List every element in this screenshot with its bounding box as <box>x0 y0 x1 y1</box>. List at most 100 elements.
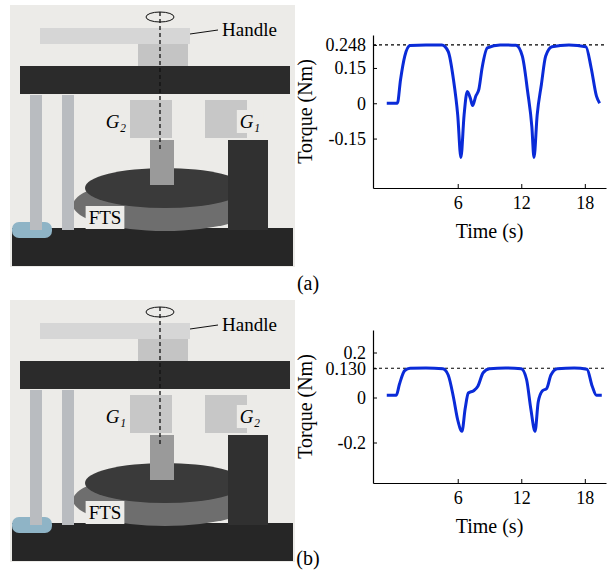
handle-arm <box>40 28 190 44</box>
y-tick-mark <box>373 68 377 69</box>
y-tick: 0.2 <box>344 343 378 363</box>
gear <box>130 395 172 433</box>
label-patch <box>219 18 280 41</box>
y-axis-title: Torque (Nm) <box>294 59 317 164</box>
x-axis-line <box>374 483 607 484</box>
y-tick: -0.15 <box>329 129 378 149</box>
chart: 6 12 18 -0.15 0 0.15 0.248 Time (s) Torque (Nm) <box>294 35 607 243</box>
photo-panel: Handle G₂ G₁ FTS <box>10 5 295 267</box>
data-line <box>387 368 602 431</box>
label-patch <box>237 405 264 428</box>
x-tick: 6 <box>454 184 463 213</box>
label-patch <box>219 313 280 336</box>
x-tick-mark <box>458 184 459 188</box>
rotation-axis <box>159 307 160 445</box>
photo-label: G₂ <box>240 406 261 427</box>
y-tick: -0.2 <box>338 433 378 453</box>
label-patch <box>103 110 130 133</box>
y-tick-mark <box>373 103 377 104</box>
label-patch <box>86 206 125 229</box>
y-tick-label: 0 <box>357 388 366 408</box>
plot-area <box>373 368 606 431</box>
x-tick: 18 <box>576 184 594 213</box>
x-tick-label: 12 <box>513 193 531 213</box>
base-plate <box>12 228 293 266</box>
photo-label: FTS <box>89 207 122 228</box>
shaft <box>150 140 174 185</box>
x-axis: 6 12 18 <box>374 479 607 508</box>
y-tick: 0.248 <box>326 35 378 55</box>
y-tick-mark <box>373 139 377 140</box>
photo-label: G₁ <box>106 406 126 427</box>
gear <box>130 100 172 138</box>
y-axis: -0.200.1300.2 <box>326 331 378 484</box>
x-tick-label: 6 <box>454 193 463 213</box>
x-axis: 6 12 18 <box>374 184 607 213</box>
y-tick-label: -0.15 <box>329 129 367 149</box>
y-axis-line <box>373 36 374 189</box>
photo-label: G₂ <box>106 111 127 132</box>
x-tick-mark <box>585 479 586 483</box>
chart: 61218-0.200.1300.2Time (s)Torque (Nm) <box>294 331 607 539</box>
data-line <box>387 45 600 158</box>
handle-hub <box>138 339 188 361</box>
y-tick-mark <box>373 443 377 444</box>
label-patch <box>86 501 125 524</box>
y-tick: 0 <box>357 94 377 114</box>
x-tick-label: 12 <box>513 488 531 508</box>
x-axis-line <box>374 188 607 189</box>
x-axis-title: Time (s) <box>456 220 524 243</box>
shaft <box>150 435 174 480</box>
y-axis-title: Torque (Nm) <box>294 354 317 459</box>
leader-line <box>190 325 218 329</box>
x-tick: 12 <box>513 184 531 213</box>
y-tick-label: 0.2 <box>344 343 367 363</box>
x-tick: 6 <box>454 479 463 508</box>
pillar <box>30 95 42 230</box>
y-tick: 0.15 <box>335 58 378 78</box>
y-tick-label: 0.248 <box>326 35 367 55</box>
photo-label: FTS <box>89 502 122 523</box>
panel-caption: (b) <box>296 547 319 570</box>
x-axis-title: Time (s) <box>456 515 524 538</box>
y-tick-mark <box>373 45 377 46</box>
leader-line <box>190 30 218 34</box>
x-tick-label: 18 <box>576 193 594 213</box>
rotation-arrow <box>146 307 174 317</box>
pillar <box>62 390 74 525</box>
y-tick-mark <box>373 353 377 354</box>
photo-label: Handle <box>222 19 277 40</box>
rotation-arrow <box>146 12 174 22</box>
y-tick-mark <box>373 368 377 369</box>
x-tick-mark <box>521 184 522 188</box>
y-tick-label: 0 <box>357 94 366 114</box>
top-plate <box>20 66 290 94</box>
top-plate <box>20 361 290 389</box>
y-tick-label: 0.15 <box>335 58 367 78</box>
plot-area <box>373 45 606 158</box>
x-tick-mark <box>521 479 522 483</box>
label-patch <box>237 110 263 133</box>
photo-label: Handle <box>222 314 277 335</box>
label-patch <box>103 405 129 428</box>
handle-arm <box>40 323 190 339</box>
column <box>228 140 268 230</box>
x-tick-label: 6 <box>454 488 463 508</box>
x-tick: 18 <box>576 479 594 508</box>
rotation-axis <box>159 12 160 150</box>
photo-background <box>10 5 295 267</box>
photo-panel: Handle G₁ G₂ FTS <box>10 300 295 562</box>
pillar <box>62 95 74 230</box>
y-tick-mark <box>373 398 377 399</box>
x-tick-mark <box>585 184 586 188</box>
x-tick: 12 <box>513 479 531 508</box>
photo-background <box>10 300 295 562</box>
panel-caption: (a) <box>297 272 319 295</box>
base-plate <box>12 523 293 561</box>
x-tick-label: 18 <box>576 488 594 508</box>
photo-label: G₁ <box>240 111 260 132</box>
column <box>228 435 268 525</box>
handle-hub <box>138 44 188 66</box>
y-axis: -0.15 0 0.15 0.248 <box>326 35 378 188</box>
y-tick-label: -0.2 <box>338 433 367 453</box>
